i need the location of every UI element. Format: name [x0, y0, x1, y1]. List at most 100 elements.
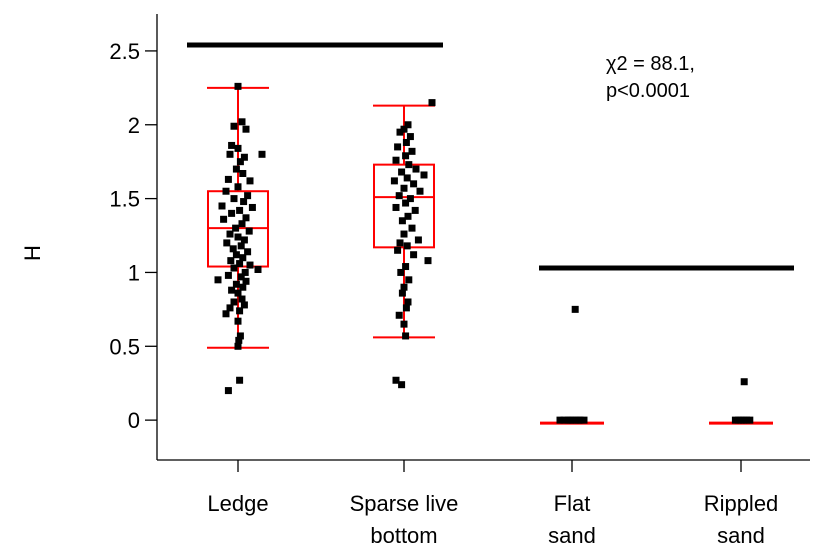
data-point	[574, 416, 582, 424]
data-points	[214, 82, 754, 424]
data-point	[240, 236, 248, 244]
data-point	[254, 265, 262, 273]
data-point	[400, 320, 408, 328]
data-point	[405, 161, 413, 169]
x-category-label: sand	[717, 523, 765, 546]
data-point	[228, 209, 236, 217]
data-point	[230, 195, 238, 203]
data-point	[226, 230, 234, 238]
y-tick-label: 1.5	[109, 187, 140, 212]
data-point	[234, 183, 242, 191]
y-tick-label: 1	[128, 260, 140, 285]
data-point	[234, 144, 242, 152]
data-point	[560, 416, 568, 424]
data-point	[224, 387, 232, 395]
data-point	[404, 212, 412, 220]
data-point	[410, 180, 418, 188]
data-point	[240, 198, 248, 206]
data-point	[236, 332, 244, 340]
axes: 2.5 2 1.5 1 0.5 0 Ledge Sparse live bottom Flat sa…	[109, 14, 810, 546]
data-point	[392, 203, 400, 211]
data-point	[218, 202, 226, 210]
data-point	[246, 177, 254, 185]
data-point	[222, 310, 230, 318]
data-point	[402, 138, 410, 146]
data-point	[234, 317, 242, 325]
data-point	[245, 227, 253, 235]
x-category-label: Flat	[554, 491, 591, 516]
data-point	[224, 271, 232, 279]
data-point	[398, 381, 406, 389]
data-point	[234, 82, 242, 90]
data-point	[230, 122, 238, 130]
data-point	[234, 342, 242, 350]
boxes	[207, 86, 773, 425]
data-point	[242, 214, 250, 222]
data-point	[400, 230, 408, 238]
data-point	[400, 184, 408, 192]
data-point	[566, 416, 574, 424]
data-point	[239, 283, 247, 291]
data-point	[412, 165, 420, 173]
data-point	[400, 125, 408, 133]
data-point	[244, 248, 252, 256]
data-point	[235, 336, 243, 344]
y-axis-label: H	[20, 245, 45, 261]
data-point	[234, 289, 242, 297]
data-point	[400, 283, 408, 291]
data-point	[240, 301, 248, 309]
data-point	[395, 311, 403, 319]
data-point	[395, 192, 403, 200]
data-point	[227, 257, 235, 265]
data-point	[556, 416, 564, 424]
data-point	[580, 416, 588, 424]
data-point	[406, 133, 414, 141]
data-point	[420, 171, 428, 179]
data-point	[240, 153, 248, 161]
stat-annotation-line2: p<0.0001	[606, 80, 690, 102]
data-point	[230, 264, 238, 272]
data-point	[236, 206, 244, 214]
data-point	[214, 276, 222, 284]
data-point	[746, 416, 754, 424]
data-point	[404, 298, 412, 306]
data-point	[237, 242, 245, 250]
y-tick-label: 0	[128, 408, 140, 433]
data-point	[236, 158, 244, 166]
y-tick-label: 0.5	[109, 334, 140, 359]
data-point	[404, 121, 412, 129]
data-point	[238, 220, 246, 228]
data-point	[402, 263, 410, 271]
data-point	[239, 254, 247, 262]
x-category-label: Ledge	[207, 491, 268, 516]
data-point	[222, 187, 230, 195]
data-point	[392, 156, 400, 164]
data-point	[237, 273, 245, 281]
data-point	[403, 242, 411, 250]
data-point	[571, 305, 579, 313]
data-point	[402, 332, 410, 340]
data-point	[740, 378, 748, 386]
data-point	[397, 268, 405, 276]
data-point	[241, 268, 249, 276]
data-point	[246, 261, 254, 269]
data-point	[226, 150, 234, 158]
y-tick-label: 2	[128, 113, 140, 138]
x-category-label: bottom	[370, 523, 437, 546]
data-point	[232, 224, 240, 232]
data-point	[230, 298, 238, 306]
data-point	[224, 175, 232, 183]
y-tick-label: 2.5	[109, 39, 140, 64]
data-point	[236, 260, 244, 268]
data-point	[390, 177, 398, 185]
data-point	[402, 152, 410, 160]
data-point	[411, 206, 419, 214]
data-point	[402, 199, 410, 207]
data-point	[258, 150, 266, 158]
data-point	[406, 195, 414, 203]
data-point	[236, 376, 244, 384]
data-point	[408, 147, 416, 155]
x-category-label: sand	[548, 523, 596, 546]
data-point	[398, 168, 406, 176]
